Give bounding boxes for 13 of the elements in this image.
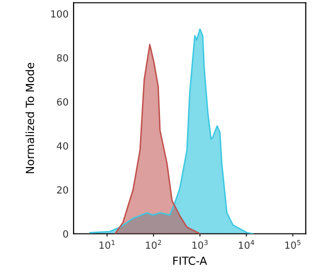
x-tick-label: 10$^{5}$ (285, 240, 300, 249)
y-tick-label: 80 (57, 54, 68, 62)
x-tick-label: 10$^{4}$ (238, 240, 254, 249)
y-tick-label: 20 (57, 186, 68, 194)
y-tick-label: 60 (57, 98, 68, 106)
y-tick-label: 100 (51, 10, 68, 18)
x-axis-title: FITC-A (173, 256, 208, 265)
x-tick-label: 10$^{1}$ (100, 240, 115, 249)
y-tick-label: 0 (63, 230, 68, 238)
x-tick-label: 10$^{2}$ (146, 240, 162, 249)
x-tick-label: 10$^{3}$ (192, 240, 208, 249)
y-axis-title: Normalized To Mode (26, 62, 34, 174)
y-tick-label: 40 (56, 142, 68, 150)
